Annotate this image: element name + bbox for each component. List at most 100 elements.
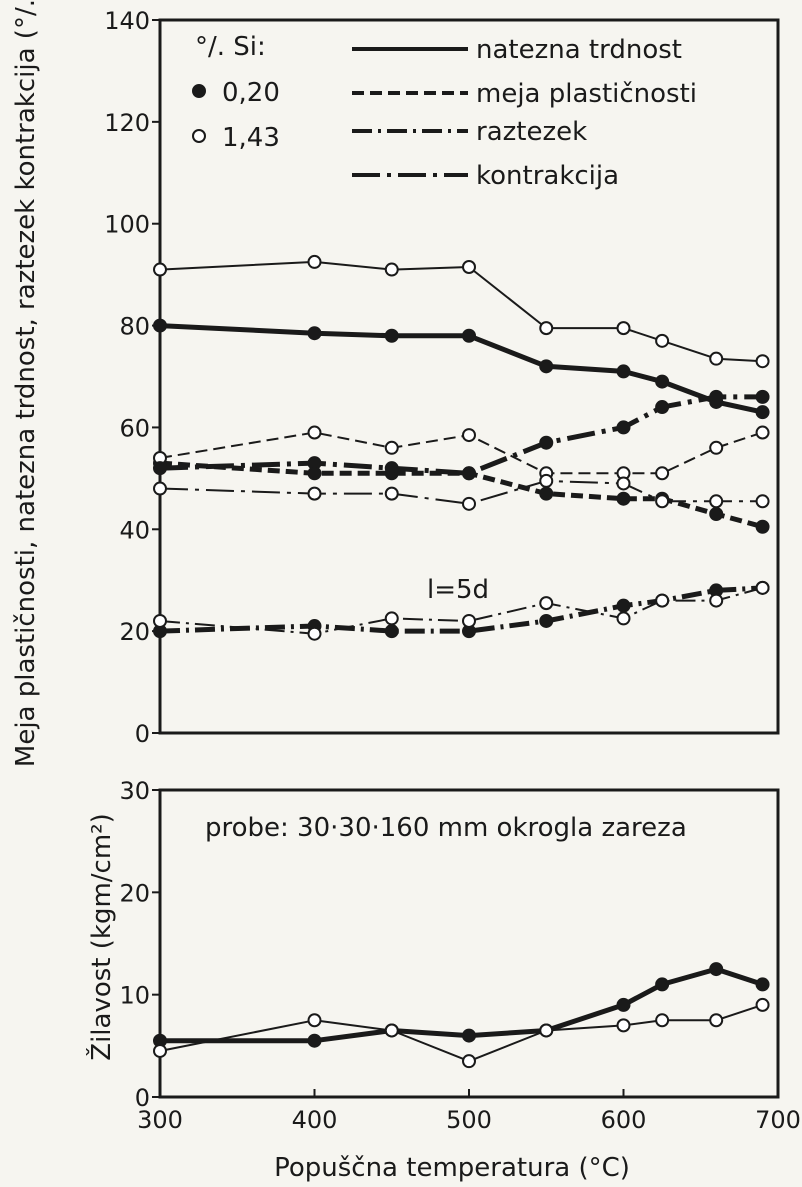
top-data-point xyxy=(655,494,670,509)
bottom-y-tick-label: 0 xyxy=(135,1084,150,1112)
top-data-point xyxy=(384,611,399,626)
x-tick-label: 300 xyxy=(137,1106,183,1134)
top-line-natezna-trdnost-si-143 xyxy=(159,260,763,363)
bottom-data-point xyxy=(462,1054,476,1069)
top-y-axis-label: Meja plastičnosti, natezna trdnost, razt… xyxy=(11,0,41,767)
top-data-point xyxy=(539,321,554,336)
top-data-point xyxy=(709,389,724,404)
top-data-point xyxy=(655,333,670,348)
legend-marker-filled xyxy=(192,84,206,98)
bottom-plot: 0 10 20 30 300 400 500 600 700 probe: 30·30·160… xyxy=(85,777,801,1183)
top-y-tick-label: 120 xyxy=(104,109,150,137)
top-data-point xyxy=(539,486,554,501)
top-data-point xyxy=(709,593,724,608)
top-data-point xyxy=(539,596,554,611)
top-data-point xyxy=(709,494,724,509)
top-data-point xyxy=(153,613,167,628)
top-data-point xyxy=(462,428,476,443)
x-tick-label: 400 xyxy=(292,1106,338,1134)
legend-line-label: kontrakcija xyxy=(476,161,619,191)
top-data-point xyxy=(384,486,399,501)
top-data-point xyxy=(539,359,554,374)
top-data-point xyxy=(307,486,322,501)
top-data-point xyxy=(755,405,770,420)
bottom-data-point xyxy=(462,1028,476,1043)
top-data-point xyxy=(384,624,399,639)
top-plot: 0 20 40 60 80 100 120 140 °/. Si: 0,20 1,43 natezn… xyxy=(11,0,780,767)
top-data-point xyxy=(307,626,322,641)
top-data-point xyxy=(616,598,631,613)
bottom-line-si-020 xyxy=(160,966,764,1044)
top-data-point xyxy=(755,580,770,595)
bottom-data-point xyxy=(755,997,770,1012)
top-data-point xyxy=(709,351,724,366)
bottom-data-point xyxy=(616,1018,631,1033)
x-tick-label: 500 xyxy=(446,1106,492,1134)
top-y-tick-label: 0 xyxy=(135,720,150,748)
bottom-data-point xyxy=(755,977,770,992)
top-data-point xyxy=(539,613,554,628)
legend-line-label: raztezek xyxy=(476,117,587,147)
bottom-y-tick-label: 20 xyxy=(119,879,150,907)
top-data-point xyxy=(755,494,770,509)
legend-si-title: °/. Si: xyxy=(195,32,266,62)
top-y-tick-label: 140 xyxy=(104,7,150,35)
legend-marker-label: 1,43 xyxy=(222,123,280,153)
top-data-point xyxy=(384,328,399,343)
top-line-kontrakcija-si-020 xyxy=(159,394,763,476)
gauge-length-annotation: l=5d xyxy=(427,575,489,605)
top-line-natezna-trdnost-si-020 xyxy=(159,323,764,415)
top-data-point xyxy=(709,507,724,522)
top-data-point xyxy=(539,435,554,450)
top-y-tick-label: 100 xyxy=(104,211,150,239)
top-data-point xyxy=(307,456,322,471)
top-data-point xyxy=(153,481,167,496)
legend-line-label: natezna trdnost xyxy=(476,35,682,65)
bottom-data-point xyxy=(307,1013,322,1028)
top-y-tick-label: 20 xyxy=(119,618,150,646)
top-data-point xyxy=(655,400,670,415)
top-data-point xyxy=(755,389,770,404)
top-data-point xyxy=(307,326,322,341)
top-data-point xyxy=(709,440,724,455)
bottom-data-point xyxy=(307,1033,322,1048)
legend-marker-label: 0,20 xyxy=(222,78,280,108)
top-data-point xyxy=(462,260,476,275)
top-data-point xyxy=(616,364,631,379)
top-data-point xyxy=(755,425,770,440)
x-tick-label: 700 xyxy=(755,1106,801,1134)
bottom-data-point xyxy=(709,1013,724,1028)
top-data-point xyxy=(539,473,554,488)
bottom-data-point xyxy=(655,977,670,992)
top-data-point xyxy=(616,491,631,506)
top-line-kontrakcija-si-143 xyxy=(159,479,763,505)
top-data-point xyxy=(616,476,631,491)
top-data-point xyxy=(153,461,167,476)
top-data-point xyxy=(616,321,631,336)
top-data-point xyxy=(755,354,770,369)
bottom-data-point xyxy=(539,1023,554,1038)
top-y-tick-label: 80 xyxy=(119,313,150,341)
top-data-point xyxy=(153,318,167,333)
top-data-point xyxy=(462,466,476,481)
top-data-point xyxy=(655,593,670,608)
top-data-point xyxy=(462,328,476,343)
top-data-point xyxy=(655,466,670,481)
specimen-annotation: probe: 30·30·160 mm okrogla zareza xyxy=(205,813,687,843)
bottom-y-tick-label: 10 xyxy=(119,982,150,1010)
bottom-data-point xyxy=(655,1013,670,1028)
x-axis-label: Popuščna temperatura (°C) xyxy=(274,1153,630,1183)
top-legend: °/. Si: 0,20 1,43 natezna trdnost meja plast… xyxy=(192,32,697,191)
bottom-data-point xyxy=(616,997,631,1012)
top-data-point xyxy=(616,420,631,435)
top-y-tick-label: 40 xyxy=(119,516,150,544)
legend-marker-open xyxy=(192,129,206,143)
top-y-tick-label: 60 xyxy=(119,414,150,442)
x-tick-label: 600 xyxy=(601,1106,647,1134)
bottom-data-point xyxy=(709,962,724,977)
top-data-point xyxy=(462,496,476,511)
top-data-point xyxy=(307,254,322,269)
bottom-data-point xyxy=(384,1023,399,1038)
top-data-point xyxy=(655,374,670,389)
